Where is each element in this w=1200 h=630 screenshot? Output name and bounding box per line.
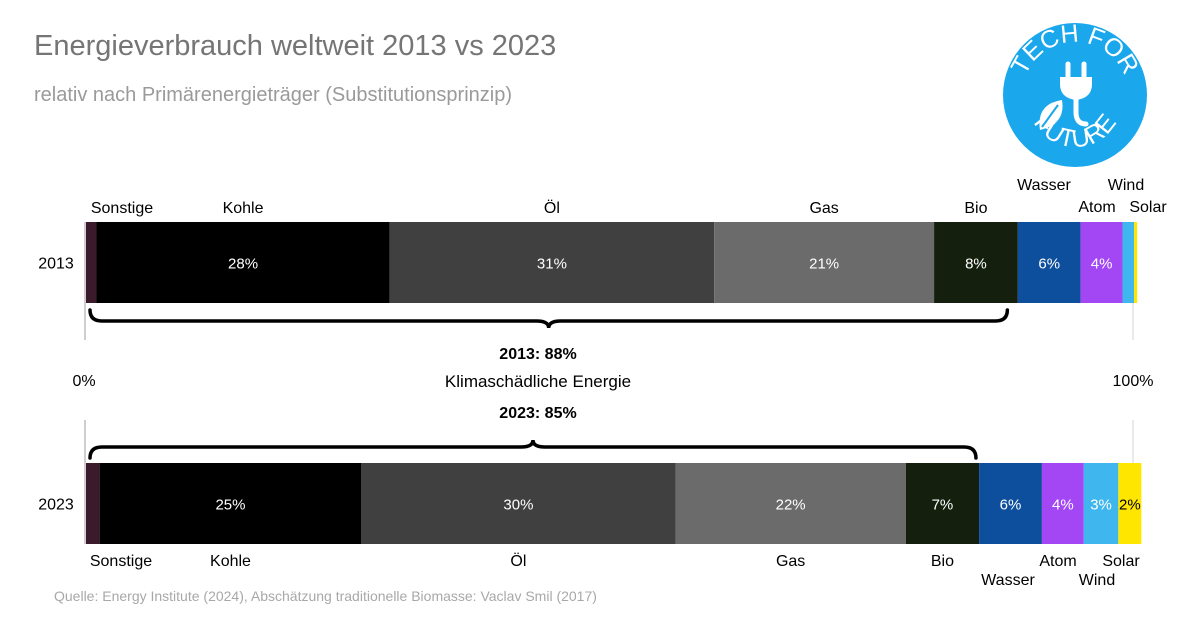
value-label-2023-Wind: 3% [1090, 497, 1112, 514]
series-label-2023-Sonstige: Sonstige [90, 553, 152, 570]
series-label-2023-Bio: Bio [931, 553, 954, 570]
value-label-2023-Öl: 30% [503, 497, 533, 514]
bar-2013-Bio [934, 222, 1018, 303]
series-label-2013-Wind: Wind [1108, 177, 1144, 194]
series-label-2013-Sonstige: Sonstige [91, 200, 153, 217]
bar-2023-Wasser [979, 463, 1042, 544]
value-label-2013-Bio: 8% [965, 256, 987, 273]
value-label-2013-Atom: 4% [1091, 256, 1113, 273]
brace-2023 [88, 439, 978, 460]
annotation-2013: 2013: 88% [499, 346, 576, 363]
value-label-2023-Kohle: 25% [215, 497, 245, 514]
series-label-2023-Öl: Öl [510, 552, 526, 570]
bar-2013-Kohle [96, 222, 390, 303]
bar-2013-Atom [1080, 222, 1123, 303]
tech-for-future-logo: TECH FOR FUTURE [1003, 20, 1147, 167]
series-label-2013-Kohle: Kohle [223, 200, 264, 217]
bar-2023-Kohle [99, 463, 362, 544]
value-label-2023-Bio: 7% [932, 497, 954, 514]
series-label-2013-Atom: Atom [1078, 199, 1115, 216]
bar-2023-Atom [1041, 463, 1084, 544]
series-label-2013-Wasser: Wasser [1017, 177, 1071, 194]
series-label-2013-Solar: Solar [1129, 199, 1167, 216]
axis-label-0: 0% [72, 373, 95, 390]
value-label-2023-Solar: 2% [1119, 497, 1141, 514]
chart-title: Energieverbrauch weltweit 2013 vs 2023 [34, 30, 557, 62]
chart-subtitle: relativ nach Primärenergieträger (Substi… [34, 84, 512, 106]
bar-2013-Sonstige [86, 222, 97, 303]
plug-icon [1060, 61, 1092, 127]
series-label-2013-Bio: Bio [964, 200, 987, 217]
value-label-2013-Wasser: 6% [1038, 256, 1060, 273]
bar-2023-Wind [1083, 463, 1119, 544]
leaf-icon [1039, 100, 1063, 130]
bar-2023-Sonstige [86, 463, 100, 544]
value-label-2013-Öl: 31% [537, 256, 567, 273]
bar-2023-Gas [675, 463, 906, 544]
bar-2023-Bio [905, 463, 980, 544]
series-label-2023-Kohle: Kohle [210, 553, 251, 570]
annotation-middle: Klimaschädliche Energie [445, 372, 631, 391]
series-label-2023-Wasser: Wasser [981, 572, 1035, 589]
bar-2013-Wind [1122, 222, 1135, 303]
value-label-2013-Gas: 21% [809, 256, 839, 273]
series-label-2023-Solar: Solar [1102, 553, 1140, 570]
axis-label-100: 100% [1113, 373, 1154, 390]
bar-2013-Wasser [1017, 222, 1081, 303]
bar-2013-Öl [389, 222, 715, 303]
brace-2013 [88, 308, 1010, 329]
bar-2013-Solar [1134, 222, 1138, 303]
annotation-2023: 2023: 85% [499, 405, 576, 422]
category-label-2023: 2023 [38, 497, 74, 514]
bar-2023-Solar [1118, 463, 1142, 544]
bar-2023-Öl [361, 463, 676, 544]
source-note: Quelle: Energy Institute (2024), Abschät… [54, 588, 597, 604]
bar-2013-Gas [714, 222, 935, 303]
series-label-2023-Gas: Gas [776, 553, 805, 570]
series-label-2023-Wind: Wind [1079, 572, 1115, 589]
value-label-2013-Kohle: 28% [228, 256, 258, 273]
value-label-2023-Wasser: 6% [1000, 497, 1022, 514]
value-label-2023-Atom: 4% [1052, 497, 1074, 514]
value-label-2023-Gas: 22% [776, 497, 806, 514]
series-label-2013-Öl: Öl [544, 199, 560, 217]
category-label-2013: 2013 [38, 256, 74, 273]
series-label-2013-Gas: Gas [809, 200, 838, 217]
series-label-2023-Atom: Atom [1039, 553, 1076, 570]
